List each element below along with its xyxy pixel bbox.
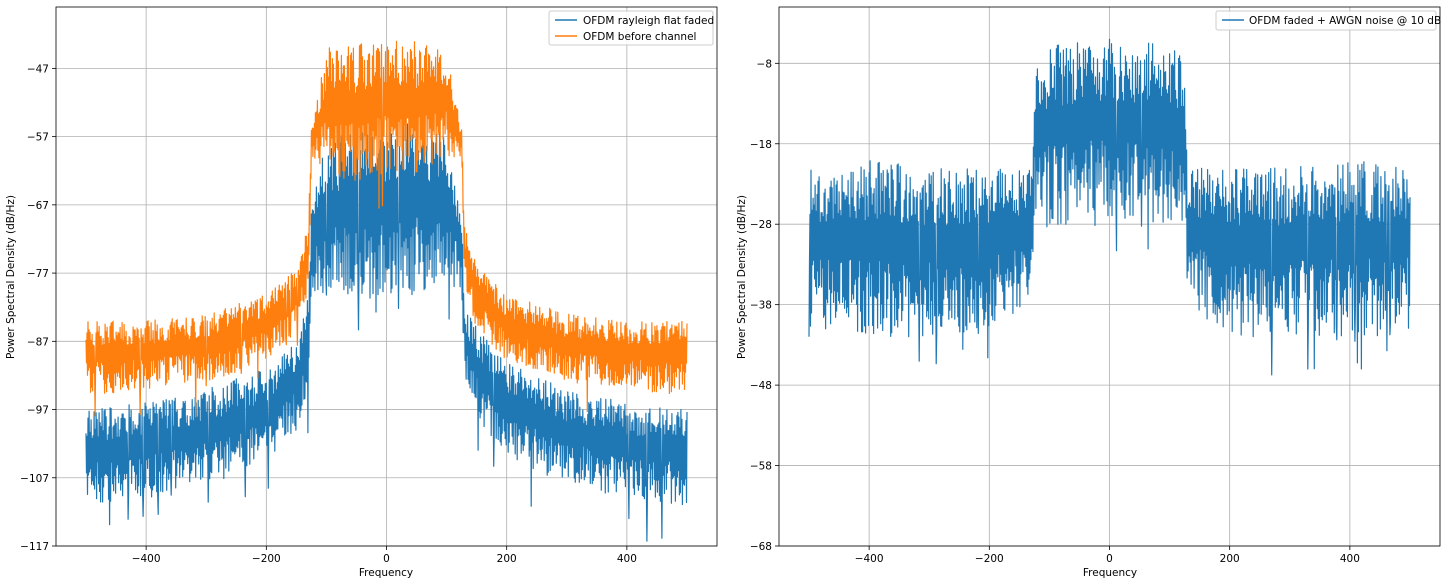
left-y-tick-label: −97 xyxy=(27,405,49,417)
series-line-ofdm-rayleigh-flat-faded xyxy=(85,123,688,542)
left-x-tick-label: 400 xyxy=(617,553,637,565)
right-y-tick-label: −18 xyxy=(750,139,772,151)
right-x-tick-label: −200 xyxy=(975,553,1004,565)
right-legend-box xyxy=(1215,10,1437,31)
left-y-axis-label: Power Spectral Density (dB/Hz) xyxy=(5,195,17,359)
legend-label-awgn: OFDM faded + AWGN noise @ 10 dB xyxy=(1249,15,1441,27)
right-x-tick-label: −400 xyxy=(855,553,884,565)
left-y-tick-label: −117 xyxy=(20,541,49,553)
right-chart: −400 −200 0 200 400 −68 −58 −48 −38 −28 −18 −8 Freq… xyxy=(736,6,1441,579)
right-ticks: −400 −200 0 200 400 −68 −58 −48 −38 −28 −18 −8 xyxy=(750,58,1360,565)
right-y-tick-label: −28 xyxy=(750,219,772,231)
left-ticks: −400 −200 0 200 400 −117 −107 −97 −87 −77 −67 −57 −4… xyxy=(20,63,637,565)
legend-label-before-channel: OFDM before channel xyxy=(583,31,696,43)
right-y-tick-label: −8 xyxy=(757,58,772,70)
left-y-tick-label: −87 xyxy=(27,336,49,348)
right-series xyxy=(808,38,1411,376)
series-line-ofdm-before-channel xyxy=(85,40,688,418)
right-x-tick-label: 400 xyxy=(1340,553,1360,565)
right-y-tick-label: −48 xyxy=(750,380,772,392)
left-x-tick-label: −400 xyxy=(132,553,161,565)
left-y-tick-label: −67 xyxy=(27,200,49,212)
right-y-tick-label: −68 xyxy=(750,541,772,553)
legend-label-rayleigh: OFDM rayleigh flat faded xyxy=(583,15,714,27)
right-x-axis-label: Frequency xyxy=(1083,567,1137,579)
right-y-tick-label: −58 xyxy=(750,461,772,473)
left-series xyxy=(85,40,688,542)
right-x-tick-label: 0 xyxy=(1106,553,1113,565)
left-x-axis-label: Frequency xyxy=(359,567,413,579)
left-legend-box xyxy=(548,10,714,46)
left-y-tick-label: −107 xyxy=(20,473,49,485)
left-y-tick-label: −57 xyxy=(27,132,49,144)
right-x-tick-label: 200 xyxy=(1220,553,1240,565)
left-x-tick-label: 0 xyxy=(383,553,390,565)
left-x-tick-label: 200 xyxy=(497,553,517,565)
left-y-tick-label: −47 xyxy=(27,63,49,75)
right-y-tick-label: −38 xyxy=(750,300,772,312)
right-legend: OFDM faded + AWGN noise @ 10 dB xyxy=(1215,10,1441,31)
left-chart: −400 −200 0 200 400 −117 −107 −97 −87 −77 −67 −57 −4… xyxy=(5,6,718,579)
left-x-tick-label: −200 xyxy=(252,553,281,565)
right-y-axis-label: Power Spectral Density (dB/Hz) xyxy=(736,195,748,359)
left-legend: OFDM rayleigh flat faded OFDM before cha… xyxy=(548,10,714,46)
left-y-tick-label: −77 xyxy=(27,268,49,280)
series-line-ofdm-faded-awgn-noise-10-db xyxy=(808,38,1411,376)
